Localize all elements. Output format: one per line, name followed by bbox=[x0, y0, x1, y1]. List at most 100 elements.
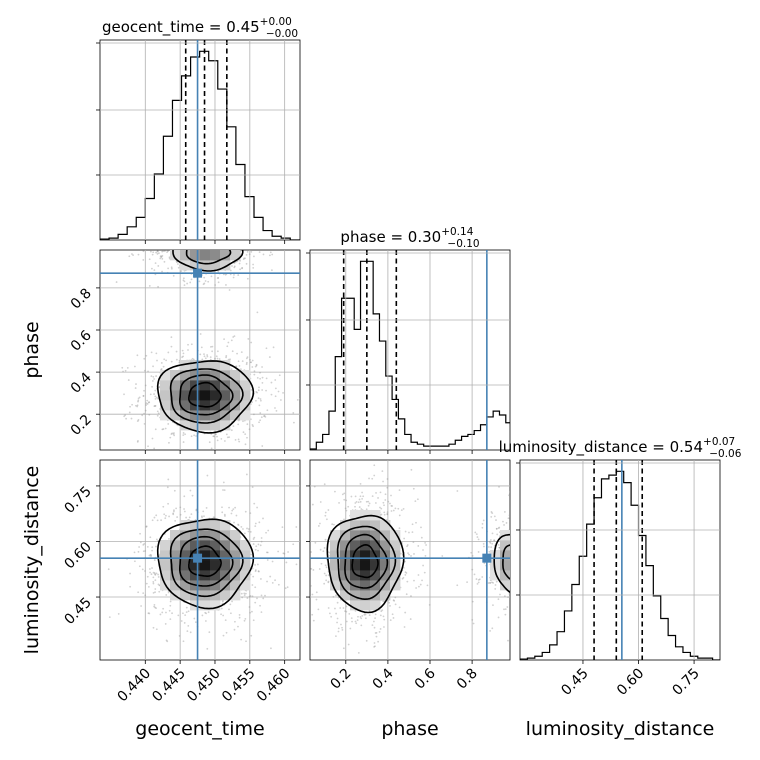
sample-point bbox=[222, 614, 225, 617]
density-cell bbox=[390, 570, 401, 581]
sample-point bbox=[183, 241, 185, 243]
sample-point bbox=[266, 551, 269, 554]
contour-level-0 bbox=[156, 360, 255, 434]
sample-point bbox=[327, 607, 330, 609]
sample-point bbox=[253, 373, 256, 376]
sample-point bbox=[196, 246, 198, 248]
sample-point bbox=[542, 579, 544, 581]
tick-label-x: 0.45 bbox=[558, 666, 591, 699]
sample-point bbox=[274, 407, 276, 409]
sample-point bbox=[476, 536, 479, 538]
sample-point bbox=[243, 594, 246, 597]
sample-point bbox=[350, 495, 353, 498]
contour-level-0 bbox=[156, 518, 255, 610]
sample-point bbox=[235, 237, 237, 239]
sample-point bbox=[543, 603, 545, 605]
sample-point bbox=[153, 447, 156, 450]
sample-point bbox=[150, 573, 153, 576]
sample-point bbox=[490, 546, 493, 549]
sample-point bbox=[404, 574, 407, 576]
sample-point bbox=[221, 238, 223, 240]
sample-point bbox=[368, 610, 371, 612]
sample-point bbox=[522, 548, 524, 550]
sample-point bbox=[157, 573, 160, 576]
sample-point bbox=[311, 613, 314, 616]
sample-point bbox=[530, 607, 532, 609]
sample-point bbox=[413, 579, 415, 582]
sample-point bbox=[515, 567, 517, 569]
sample-point bbox=[162, 505, 165, 508]
sample-point bbox=[514, 509, 516, 511]
sample-point bbox=[382, 480, 384, 483]
sample-point bbox=[156, 250, 159, 253]
sample-point bbox=[322, 550, 325, 553]
contour-level-1 bbox=[169, 528, 244, 598]
sample-point bbox=[361, 614, 364, 617]
sample-point bbox=[476, 583, 479, 585]
density-cell bbox=[190, 250, 201, 261]
sample-point bbox=[154, 395, 157, 398]
sample-point bbox=[129, 572, 131, 575]
sample-point bbox=[149, 393, 152, 396]
sample-point bbox=[323, 483, 326, 486]
sample-point bbox=[183, 495, 186, 498]
sample-point bbox=[145, 404, 148, 406]
sample-point bbox=[142, 259, 145, 261]
sample-point bbox=[270, 647, 272, 650]
sample-point bbox=[172, 513, 175, 516]
sample-point bbox=[148, 568, 151, 570]
sample-point bbox=[531, 599, 533, 601]
sample-point bbox=[172, 225, 174, 227]
sample-point bbox=[215, 433, 217, 436]
sample-point bbox=[522, 526, 524, 528]
sample-point bbox=[185, 244, 187, 246]
density-cell bbox=[380, 570, 391, 581]
sample-point bbox=[170, 242, 172, 244]
sample-point bbox=[255, 545, 258, 548]
sample-point bbox=[237, 438, 240, 441]
density-cell bbox=[240, 380, 251, 391]
sample-point bbox=[190, 435, 193, 438]
sample-point bbox=[139, 532, 141, 535]
ylabel-luminosity-distance: luminosity_distance bbox=[21, 466, 43, 655]
sample-point bbox=[350, 617, 353, 619]
title-phase-lower: −0.10 bbox=[447, 238, 479, 250]
sample-point bbox=[254, 601, 257, 604]
sample-point bbox=[225, 242, 227, 244]
sample-point bbox=[203, 233, 205, 235]
sample-point bbox=[558, 555, 560, 557]
density-cell bbox=[490, 570, 501, 581]
sample-point bbox=[204, 611, 207, 614]
sample-point bbox=[383, 513, 386, 516]
sample-point bbox=[179, 506, 182, 509]
sample-point bbox=[527, 560, 529, 562]
tick-label-x: 0.8 bbox=[454, 666, 481, 693]
sample-point bbox=[537, 518, 539, 520]
sample-point bbox=[355, 622, 358, 625]
sample-point bbox=[182, 352, 185, 355]
density-cell bbox=[220, 260, 231, 271]
density-cell bbox=[210, 380, 221, 391]
sample-point bbox=[415, 587, 418, 589]
density-cell bbox=[380, 520, 391, 531]
density-cell bbox=[210, 570, 221, 581]
sample-point bbox=[175, 358, 178, 361]
sample-point bbox=[354, 505, 356, 508]
sample-point bbox=[489, 582, 491, 584]
sample-point bbox=[250, 634, 253, 637]
sample-point bbox=[215, 244, 217, 246]
sample-point bbox=[533, 610, 535, 612]
sample-point bbox=[230, 339, 233, 342]
sample-point bbox=[167, 267, 170, 270]
sample-point bbox=[528, 576, 530, 578]
sample-point bbox=[182, 434, 185, 437]
sample-point bbox=[420, 536, 423, 539]
sample-point bbox=[517, 522, 519, 524]
sample-point bbox=[383, 626, 385, 628]
density-cell bbox=[200, 260, 211, 271]
sample-point bbox=[392, 509, 395, 512]
sample-point bbox=[161, 254, 164, 257]
sample-point bbox=[134, 387, 137, 389]
sample-point bbox=[286, 617, 288, 619]
sample-point bbox=[475, 533, 478, 535]
